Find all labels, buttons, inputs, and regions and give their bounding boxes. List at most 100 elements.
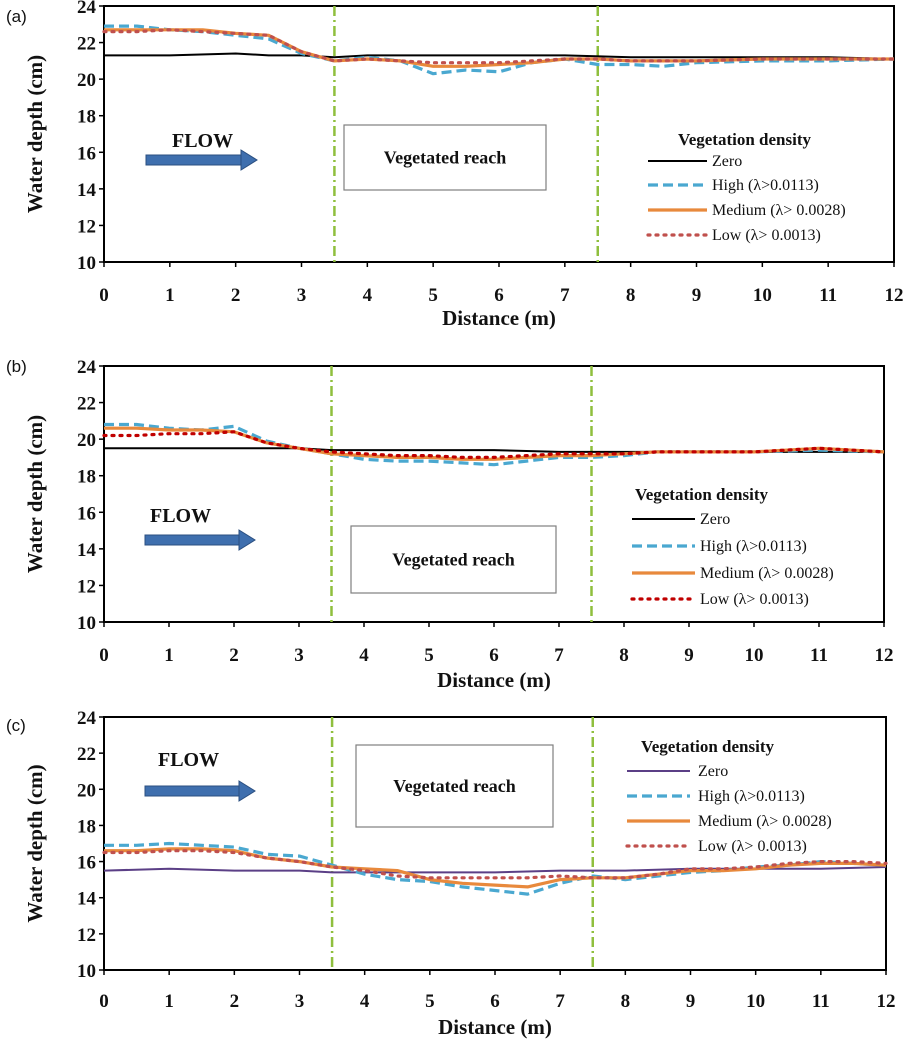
series-line-low bbox=[102, 28, 896, 65]
y-tick-label: 12 bbox=[77, 216, 96, 237]
x-tick-label: 10 bbox=[753, 285, 772, 306]
x-tick-label: 5 bbox=[424, 645, 434, 666]
legend-entry: Zero bbox=[698, 763, 728, 780]
x-tick-label: 3 bbox=[294, 645, 304, 666]
y-tick-label: 22 bbox=[77, 34, 96, 55]
legend: Vegetation density Zero High (λ>0.0113) Med… bbox=[625, 737, 832, 855]
x-tick-label: 8 bbox=[619, 645, 629, 666]
x-tick-label: 12 bbox=[875, 645, 894, 666]
flow-arrow-head bbox=[238, 529, 256, 551]
flow-label: FLOW bbox=[172, 130, 233, 152]
x-tick-label: 5 bbox=[425, 991, 435, 1012]
x-tick-label: 3 bbox=[295, 991, 305, 1012]
x-tick-label: 11 bbox=[810, 645, 828, 666]
x-tick-label: 9 bbox=[686, 991, 696, 1012]
y-tick-label: 22 bbox=[77, 394, 96, 415]
series-line-medium bbox=[104, 847, 887, 889]
legend-title: Vegetation density bbox=[678, 130, 812, 149]
y-tick-label: 20 bbox=[77, 780, 96, 801]
flow-label: FLOW bbox=[150, 505, 211, 527]
x-tick-label: 1 bbox=[164, 645, 174, 666]
x-tick-label: 3 bbox=[297, 285, 307, 306]
legend-entry: Low (λ> 0.0013) bbox=[712, 227, 821, 244]
y-tick-label: 22 bbox=[77, 744, 96, 765]
y-tick-label: 10 bbox=[77, 613, 96, 634]
legend-entry: Low (λ> 0.0013) bbox=[700, 591, 809, 608]
legend-entry: Zero bbox=[700, 511, 730, 528]
legend: Vegetation density Zero High (λ>0.0113) Med… bbox=[646, 130, 846, 244]
legend-title: Vegetation density bbox=[641, 737, 775, 756]
y-tick-label: 16 bbox=[77, 503, 96, 524]
flow-arrow-head bbox=[238, 780, 256, 802]
y-tick-label: 20 bbox=[77, 430, 96, 451]
x-tick-label: 0 bbox=[99, 991, 109, 1012]
vegetated-reach-box bbox=[343, 124, 547, 191]
series-line-low bbox=[102, 849, 888, 880]
y-tick-label: 10 bbox=[77, 961, 96, 982]
y-tick-label: 18 bbox=[77, 107, 96, 128]
series-line-medium bbox=[104, 426, 885, 461]
series-line-low bbox=[102, 430, 886, 459]
x-tick-label: 12 bbox=[885, 285, 904, 306]
legend-entry: High (λ>0.0113) bbox=[700, 538, 807, 555]
panel-label: (a) bbox=[6, 7, 27, 26]
series-line-zero bbox=[104, 52, 895, 60]
x-tick-label: 11 bbox=[819, 285, 837, 306]
flow-arrow-icon bbox=[144, 529, 256, 551]
y-tick-label: 24 bbox=[77, 0, 97, 18]
y-tick-label: 16 bbox=[77, 143, 96, 164]
x-tick-label: 9 bbox=[692, 285, 702, 306]
x-tick-label: 2 bbox=[229, 645, 239, 666]
x-tick-label: 0 bbox=[99, 645, 109, 666]
vegetated-reach-label: Vegetated reach bbox=[392, 550, 514, 570]
x-tick-label: 1 bbox=[164, 991, 174, 1012]
x-tick-label: 9 bbox=[684, 645, 694, 666]
x-tick-label: 6 bbox=[489, 645, 499, 666]
legend-title: Vegetation density bbox=[635, 485, 769, 504]
x-tick-label: 5 bbox=[428, 285, 438, 306]
flow-arrow-head bbox=[240, 149, 258, 171]
y-tick-label: 24 bbox=[77, 708, 97, 729]
x-tick-label: 6 bbox=[494, 285, 504, 306]
y-tick-label: 10 bbox=[77, 253, 96, 274]
panel-label: (c) bbox=[6, 716, 26, 735]
vegetated-reach-label: Vegetated reach bbox=[393, 776, 515, 796]
x-tick-label: 7 bbox=[554, 645, 564, 666]
y-tick-label: 12 bbox=[77, 925, 96, 946]
legend-entry: Low (λ> 0.0013) bbox=[698, 838, 807, 855]
x-tick-label: 7 bbox=[560, 285, 570, 306]
flow-label: FLOW bbox=[158, 749, 219, 771]
x-tick-label: 7 bbox=[555, 991, 565, 1012]
legend-entry: Medium (λ> 0.0028) bbox=[698, 813, 832, 830]
x-tick-label: 10 bbox=[746, 991, 765, 1012]
x-tick-label: 2 bbox=[230, 991, 240, 1012]
x-tick-label: 8 bbox=[626, 285, 636, 306]
x-tick-label: 12 bbox=[877, 991, 896, 1012]
flow-arrow-icon bbox=[144, 780, 256, 802]
x-tick-label: 4 bbox=[359, 645, 369, 666]
x-tick-label: 10 bbox=[745, 645, 764, 666]
x-tick-label: 6 bbox=[490, 991, 500, 1012]
panel-label: (b) bbox=[6, 357, 27, 376]
x-axis-title: Distance (m) bbox=[437, 668, 551, 692]
y-tick-label: 20 bbox=[77, 70, 96, 91]
series-line-high bbox=[104, 24, 895, 76]
x-tick-label: 4 bbox=[360, 991, 370, 1012]
vegetated-reach-box bbox=[355, 744, 554, 828]
legend-entry: Medium (λ> 0.0028) bbox=[712, 202, 846, 219]
x-tick-label: 8 bbox=[621, 991, 631, 1012]
y-tick-label: 14 bbox=[77, 889, 97, 910]
x-tick-label: 1 bbox=[165, 285, 175, 306]
flow-arrow-shaft bbox=[144, 785, 242, 797]
series-line-high bbox=[104, 841, 887, 896]
y-axis-title: Water depth (cm) bbox=[23, 55, 47, 213]
flow-arrow-shaft bbox=[145, 154, 244, 166]
flow-arrow-shaft bbox=[144, 534, 242, 546]
x-tick-label: 11 bbox=[812, 991, 830, 1012]
y-axis-title: Water depth (cm) bbox=[23, 764, 47, 922]
legend-entry: High (λ>0.0113) bbox=[712, 177, 819, 194]
y-tick-label: 18 bbox=[77, 467, 96, 488]
x-axis-title: Distance (m) bbox=[442, 306, 556, 330]
x-tick-label: 4 bbox=[363, 285, 373, 306]
